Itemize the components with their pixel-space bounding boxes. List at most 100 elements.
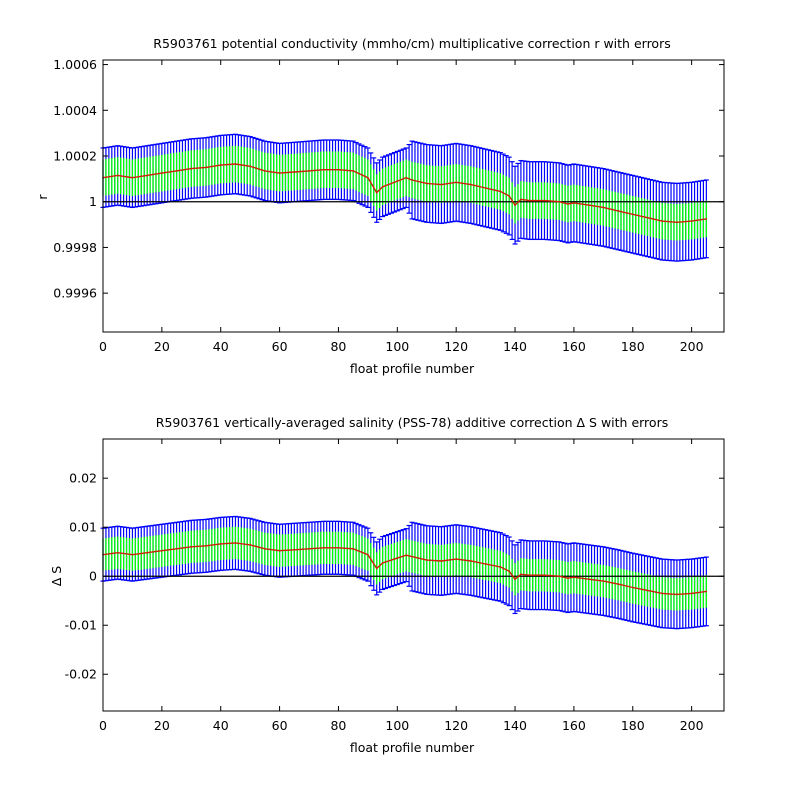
x-tick-label: 140 <box>503 339 527 354</box>
x-tick-label: 0 <box>99 718 107 733</box>
correction-point <box>587 204 590 206</box>
correction-point <box>278 549 281 552</box>
correction-point <box>520 573 522 576</box>
correction-point <box>205 545 207 547</box>
correction-point <box>322 168 325 171</box>
correction-point <box>381 562 384 564</box>
correction-point <box>405 176 407 179</box>
correction-point <box>375 567 378 570</box>
correction-point <box>558 575 560 578</box>
correction-point <box>543 574 546 577</box>
x-tick-label: 160 <box>562 339 586 354</box>
y-tick-label: 0 <box>89 569 97 584</box>
x-tick-label: 180 <box>621 718 645 733</box>
x-tick-label: 200 <box>680 718 704 733</box>
correction-point <box>249 544 251 546</box>
correction-point <box>190 546 193 548</box>
x-tick-label: 40 <box>213 718 229 733</box>
correction-point <box>234 163 237 165</box>
correction-point <box>567 577 569 579</box>
correction-points <box>102 542 708 596</box>
axes-frame <box>102 438 725 712</box>
correction-point <box>499 190 502 193</box>
correction-point <box>676 221 678 224</box>
correction-point <box>470 560 472 562</box>
correction-point <box>116 551 119 554</box>
correction-point <box>367 553 369 556</box>
correction-point <box>470 183 472 186</box>
correction-point <box>278 172 281 174</box>
y-axis-label: Δ S <box>49 566 64 587</box>
x-tick-label: 120 <box>444 339 468 354</box>
x-tick-label: 60 <box>272 718 288 733</box>
x-tick-label: 20 <box>154 339 170 354</box>
y-axis-label: r <box>35 194 50 200</box>
correction-point <box>175 170 178 172</box>
x-tick-label: 160 <box>562 718 586 733</box>
correction-point <box>425 182 428 185</box>
axes-frame <box>102 59 725 333</box>
correction-point <box>375 191 378 194</box>
y-tick-label: 0.02 <box>69 471 97 486</box>
x-tick-label: 60 <box>272 339 288 354</box>
y-tick-label: 0.9998 <box>53 240 97 255</box>
correction-point <box>234 542 237 544</box>
correction-point <box>131 553 134 556</box>
correction-point <box>646 589 649 592</box>
correction-point <box>411 179 413 181</box>
x-axis-label: float profile number <box>350 740 475 755</box>
correction-point <box>175 547 178 550</box>
correction-point <box>631 586 634 589</box>
correction-point <box>661 592 663 595</box>
correction-point <box>499 566 502 568</box>
correction-point <box>705 590 708 593</box>
y-tick-label: 1.0006 <box>53 57 97 72</box>
correction-point <box>455 558 457 560</box>
correction-point <box>690 592 693 595</box>
correction-point <box>573 202 575 204</box>
chart-title: R5903761 vertically-averaged salinity (P… <box>156 415 668 430</box>
correction-point <box>440 560 443 562</box>
correction-point <box>676 593 678 596</box>
x-tick-label: 120 <box>444 718 468 733</box>
correction-point <box>322 547 325 549</box>
correction-point <box>337 168 340 171</box>
correction-point <box>337 547 340 549</box>
correction-point <box>308 547 310 550</box>
correction-point <box>508 195 510 197</box>
x-tick-label: 20 <box>154 718 170 733</box>
x-tick-label: 80 <box>330 718 346 733</box>
plot-area: 0 20 40 60 80 100 120 140 160 180 200 0.9996 0.9998 1… <box>53 57 725 354</box>
correction-point <box>308 170 310 172</box>
correction-point <box>293 548 296 551</box>
correction-point <box>602 206 605 209</box>
x-axis-label: float profile number <box>350 361 475 376</box>
correction-point <box>131 176 134 179</box>
y-tick-label: 0.01 <box>69 520 97 535</box>
correction-point <box>219 164 222 166</box>
correction-point <box>705 218 708 220</box>
correction-point <box>455 181 457 184</box>
correction-point <box>573 576 575 579</box>
correction-point <box>631 213 634 216</box>
correction-point <box>352 170 354 172</box>
panel-salinity-correction: R5903761 vertically-averaged salinity (P… <box>49 415 725 755</box>
x-tick-label: 80 <box>330 339 346 354</box>
correction-point <box>425 559 428 561</box>
correction-point <box>690 220 693 222</box>
correction-point <box>617 583 619 585</box>
correction-point <box>249 165 251 168</box>
x-tick-label: 0 <box>99 339 107 354</box>
correction-point <box>587 578 590 580</box>
y-tick-label: -0.02 <box>65 667 97 682</box>
panel-conductivity-correction: R5903761 potential conductivity (mmho/cm… <box>35 36 725 376</box>
y-tick-label: 1 <box>89 194 97 209</box>
correction-point <box>293 171 296 173</box>
correction-point <box>367 176 369 179</box>
x-tick-label: 40 <box>213 339 229 354</box>
correction-point <box>514 578 516 580</box>
correction-point <box>520 198 522 201</box>
correction-point <box>558 200 560 203</box>
correction-point <box>352 547 354 550</box>
